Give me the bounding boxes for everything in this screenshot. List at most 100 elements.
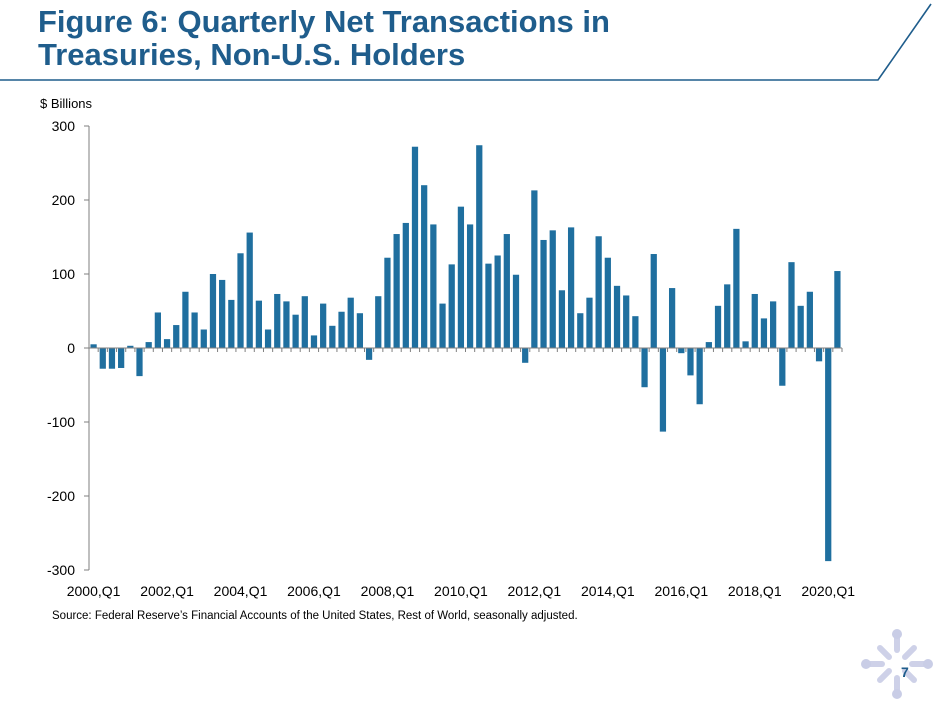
x-tick-label: 2020,Q1: [801, 583, 855, 599]
bar-2010-q2: [466, 224, 474, 348]
bar-2005-q4: [301, 296, 308, 348]
bar-2020-q1: [825, 348, 832, 562]
bar-2004-q3: [255, 300, 262, 348]
federal-reserve-emblem-icon: [861, 629, 933, 699]
bar-2001-q2: [136, 348, 143, 377]
bar-2006-q4: [338, 311, 345, 348]
x-tick-labels: 2000,Q1 2002,Q1 2004,Q1 2006,Q1 2008,Q1 2010,…: [67, 583, 856, 599]
bar-2009-q1: [421, 185, 428, 348]
bar-2007-q1: [347, 297, 354, 348]
bar-2003-q1: [200, 329, 207, 348]
bar-2003-q3: [219, 279, 226, 348]
bar-2006-q3: [329, 325, 336, 348]
bar-2011-q3: [512, 274, 520, 348]
y-tick-label: -300: [47, 562, 75, 578]
bar-2018-q3: [770, 301, 777, 348]
slide-title-line-2: Treasuries, Non-U.S. Holders: [38, 37, 466, 72]
bar-2001-q1: [127, 345, 134, 348]
bar-2009-q4: [448, 264, 455, 348]
bar-2005-q1: [274, 293, 281, 348]
bar-2001-q3: [145, 342, 152, 348]
bar-2019-q3: [806, 291, 813, 348]
bar-2000-q1: [90, 344, 97, 348]
bar-2005-q2: [283, 301, 290, 348]
bar-2014-q2: [613, 285, 621, 348]
bar-2011-q1: [494, 255, 501, 348]
bar-2007-q2: [356, 313, 364, 348]
bar-2011-q4: [522, 348, 529, 363]
bar-2012-q4: [558, 290, 566, 348]
bar-2016-q3: [696, 348, 703, 405]
bar-2006-q1: [310, 335, 318, 348]
bar-2000-q4: [118, 348, 125, 368]
bar-2008-q4: [411, 146, 419, 348]
bar-2015-q4: [668, 288, 676, 348]
x-tick-label: 2016,Q1: [654, 583, 708, 599]
bar-2018-q1: [751, 293, 758, 348]
y-tick-label: 200: [52, 192, 76, 208]
x-tick-label: 2000,Q1: [67, 583, 121, 599]
bar-2015-q3: [659, 348, 667, 432]
bar-2015-q2: [650, 254, 657, 348]
y-axis-unit-label: $ Billions: [40, 96, 93, 111]
y-tick-label: 100: [52, 266, 76, 282]
x-tick-label: 2006,Q1: [287, 583, 341, 599]
bar-2002-q4: [191, 312, 198, 348]
slide-title-line-1: Figure 6: Quarterly Net Transactions in: [38, 4, 610, 39]
bar-2008-q2: [393, 234, 400, 348]
bar-2017-q1: [714, 305, 722, 348]
bar-2014-q1: [604, 257, 611, 348]
bar-2009-q2: [430, 224, 437, 348]
bar-2019-q4: [815, 348, 823, 362]
bar-2012-q1: [531, 190, 538, 348]
bar-2000-q2: [99, 348, 106, 369]
bar-2019-q2: [797, 305, 804, 348]
x-tick-label: 2018,Q1: [728, 583, 782, 599]
x-tick-label: 2012,Q1: [508, 583, 562, 599]
bar-2000-q3: [108, 348, 116, 369]
bar-2003-q2: [209, 274, 217, 348]
bar-2010-q4: [485, 263, 492, 348]
bar-2013-q3: [586, 297, 593, 348]
bar-2006-q2: [320, 303, 327, 348]
bar-2018-q2: [760, 318, 768, 348]
title-underline: [0, 3, 932, 81]
bar-2013-q4: [595, 236, 602, 348]
bar-2010-q3: [476, 145, 483, 348]
bar-2017-q2: [724, 284, 731, 348]
chart-axes: [84, 125, 843, 571]
bar-series: [90, 145, 841, 562]
y-tick-label: 0: [67, 340, 75, 356]
bar-2010-q1: [457, 206, 465, 348]
bar-2013-q1: [567, 227, 575, 348]
bar-2020-q2: [834, 271, 841, 348]
bar-2009-q3: [439, 303, 446, 348]
x-tick-label: 2008,Q1: [361, 583, 415, 599]
bar-2016-q4: [705, 342, 712, 348]
bar-2018-q4: [779, 348, 786, 386]
bar-2019-q1: [788, 262, 795, 348]
bar-2016-q2: [687, 348, 694, 376]
bar-2014-q4: [632, 316, 639, 348]
bar-2017-q3: [733, 228, 740, 348]
x-tick-label: 2002,Q1: [140, 583, 194, 599]
bar-2001-q4: [154, 312, 161, 348]
bar-2004-q2: [246, 232, 253, 348]
bar-2007-q3: [365, 348, 373, 360]
bar-2004-q4: [264, 329, 272, 348]
bar-2002-q2: [173, 325, 180, 348]
y-tick-labels: 300 200 100 0 -100 -200 -300: [47, 118, 75, 578]
x-tick-label: 2014,Q1: [581, 583, 635, 599]
bar-2008-q3: [402, 222, 409, 348]
y-tick-label: 300: [52, 118, 76, 134]
bar-2008-q1: [384, 257, 391, 348]
bar-2002-q1: [163, 339, 171, 348]
source-note: Source: Federal Reserve’s Financial Acco…: [52, 610, 578, 622]
bar-2011-q2: [503, 234, 510, 348]
bar-2002-q3: [182, 291, 189, 348]
bar-2004-q1: [237, 253, 244, 348]
bar-2016-q1: [678, 348, 685, 354]
page-number: 7: [901, 664, 909, 680]
y-tick-label: -100: [47, 414, 75, 430]
